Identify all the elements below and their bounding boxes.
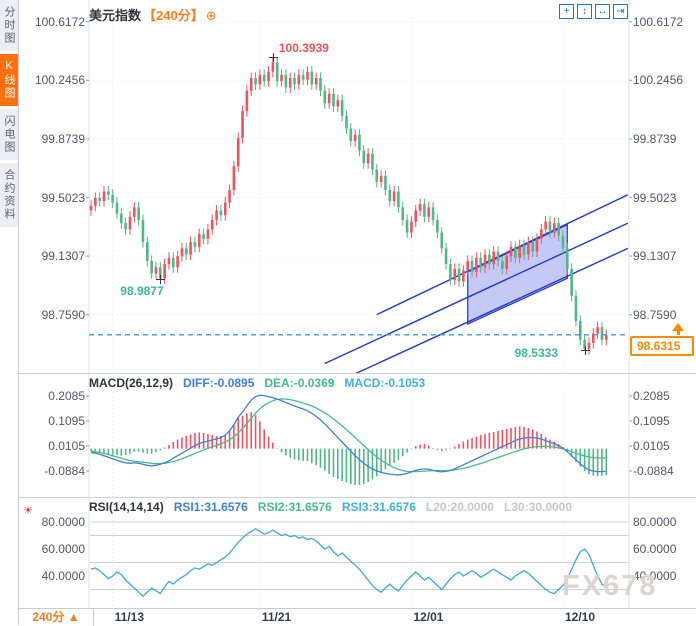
macd-y-label: 0.0105	[633, 439, 670, 453]
chart-title-row: 美元指数 【240分】 ⊕	[89, 5, 217, 24]
macd-canvas[interactable]	[19, 374, 696, 498]
rsi-y-label: 60.0000	[41, 542, 85, 556]
x-axis-date-label: 11/13	[114, 610, 145, 624]
price-up-arrow-icon	[672, 322, 684, 335]
x-axis-date-label: 12/10	[564, 610, 595, 624]
x-axis-date-label: 11/21	[261, 610, 292, 624]
main-y-label: 99.1307	[633, 249, 677, 264]
sidebar-tab-1[interactable]: 分时图	[0, 0, 18, 51]
indicator-settings-icon[interactable]: ☀	[23, 505, 33, 517]
rsi-panel: ☀ RSI(14,14,14) RSI1:31.6576 RSI2:31.6576 R…	[19, 497, 696, 609]
rsi-legend: RSI(14,14,14) RSI1:31.6576 RSI2:31.6576 RSI…	[89, 500, 592, 514]
last-price-tag: 98.6315	[630, 335, 694, 356]
macd-y-label: -0.0884	[44, 463, 85, 478]
rsi-y-label: 80.0000	[41, 515, 85, 529]
sidebar-tab-2[interactable]: K线图	[0, 54, 18, 106]
macd-y-label: -0.0884	[633, 463, 674, 478]
scale-y-icon[interactable]: ↕	[577, 4, 592, 19]
scale-x-icon[interactable]: ↔	[595, 4, 610, 19]
macd-y-label: 0.2085	[633, 389, 670, 403]
instrument-title: 美元指数	[89, 8, 142, 23]
macd-y-label: 0.2085	[48, 389, 85, 403]
interval-selector[interactable]: 240分 ▲	[19, 609, 94, 626]
main-chart-panel: 美元指数 【240分】 ⊕ + ↕ ↔ ⇥ 100.6172 100.6172 100.245…	[19, 0, 696, 373]
low2-price-label: 98.5333	[514, 346, 558, 361]
rsi-y-label: 40.0000	[41, 569, 85, 583]
high-price-label: 100.3939	[278, 40, 329, 55]
high-marker	[268, 52, 278, 62]
rsi-y-label: 60.0000	[633, 542, 677, 556]
expand-icon[interactable]: ⊕	[205, 8, 217, 23]
sidebar-tab-3[interactable]: 闪电图	[0, 109, 18, 160]
macd-y-label: 0.1095	[633, 414, 670, 428]
rsi-canvas[interactable]	[19, 498, 696, 609]
main-y-label: 100.6172	[633, 14, 684, 29]
low-price-label: 98.9877	[120, 283, 164, 298]
main-y-label: 98.7590	[41, 307, 85, 322]
macd-name: MACD(26,12,9)	[89, 376, 174, 390]
chart-toolbar: + ↕ ↔ ⇥	[559, 4, 628, 19]
main-y-label: 99.1307	[41, 249, 85, 264]
macd-y-label: 0.0105	[48, 439, 85, 453]
rsi-y-label: 40.0000	[633, 569, 677, 583]
main-y-label: 100.2456	[34, 73, 85, 88]
macd-y-label: 0.1095	[48, 414, 85, 428]
macd-legend-item: MACD:-0.1053	[344, 376, 426, 390]
macd-legend-item: DIFF:-0.0895	[183, 376, 255, 390]
sidebar: 分时图 K线图闪电图合约资料	[0, 0, 19, 625]
main-y-label: 100.6172	[34, 14, 85, 29]
low-marker	[156, 274, 166, 284]
time-axis-bar: 240分 ▲ 11/13 11/21 12/01 12/10	[19, 608, 696, 626]
macd-legend-item: DEA:-0.0369	[264, 376, 335, 390]
rsi-legend-item: L30:30.0000	[503, 500, 573, 514]
x-axis-date-label: 12/01	[413, 610, 444, 624]
low2-marker	[580, 346, 590, 356]
rsi-name: RSI(14,14,14)	[89, 500, 164, 514]
macd-legend: MACD(26,12,9) DIFF:-0.0895 DEA:-0.0369 MACD…	[89, 376, 445, 390]
rsi-legend-item: RSI2:31.6576	[257, 500, 332, 514]
macd-panel: MACD(26,12,9) DIFF:-0.0895 DEA:-0.0369 MACD…	[19, 373, 696, 498]
main-chart-canvas[interactable]	[19, 0, 696, 373]
main-y-label: 99.5023	[633, 190, 677, 205]
rsi-legend-item: L20:20.0000	[425, 500, 494, 514]
main-y-label: 99.5023	[41, 190, 85, 205]
main-y-label: 100.2456	[633, 73, 684, 88]
interval-tag: 【240分】	[143, 8, 204, 23]
main-y-label: 98.7590	[633, 307, 677, 322]
main-y-label: 99.8739	[41, 131, 85, 146]
jump-latest-icon[interactable]: ⇥	[613, 4, 628, 19]
main-y-label: 99.8739	[633, 131, 677, 146]
rsi-legend-item: RSI1:31.6576	[173, 500, 248, 514]
sidebar-tab-4[interactable]: 合约资料	[0, 163, 18, 227]
rsi-y-label: 80.0000	[633, 515, 677, 529]
rsi-legend-item: RSI3:31.6576	[341, 500, 416, 514]
pan-icon[interactable]: +	[559, 4, 574, 19]
chart-column: 美元指数 【240分】 ⊕ + ↕ ↔ ⇥ 100.6172 100.6172 100.245…	[19, 0, 696, 626]
